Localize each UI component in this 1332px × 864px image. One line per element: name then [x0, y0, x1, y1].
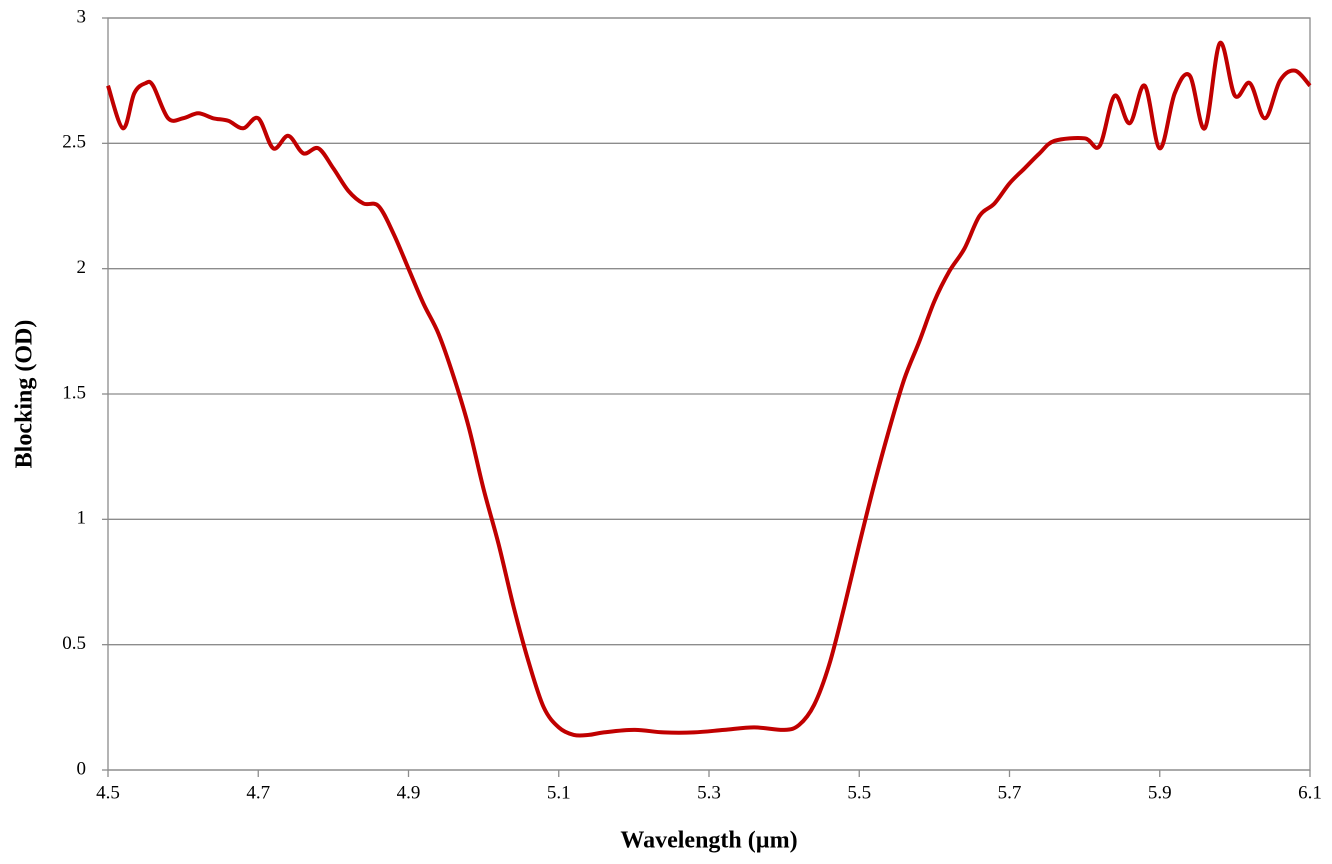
x-tick-label: 5.9 [1148, 782, 1172, 803]
x-tick-label: 5.7 [998, 782, 1022, 803]
x-tick-label: 5.1 [547, 782, 571, 803]
y-tick-label: 3 [77, 6, 87, 27]
y-tick-label: 0.5 [62, 633, 86, 654]
x-tick-label: 5.5 [847, 782, 871, 803]
y-tick-label: 2.5 [62, 132, 86, 153]
data-line [106, 41, 1312, 738]
x-axis-title: Wavelength (µm) [620, 828, 797, 854]
plot-frame [107, 17, 1311, 771]
y-tick-label: 0 [77, 758, 87, 779]
y-axis-title: Blocking (OD) [12, 320, 38, 469]
x-tick-label: 4.9 [397, 782, 421, 803]
x-tick-label: 4.7 [246, 782, 270, 803]
y-tick-label: 1.5 [62, 382, 86, 403]
y-tick-label: 2 [77, 257, 87, 278]
x-tick-label: 6.1 [1298, 782, 1322, 803]
x-tick-label: 5.3 [697, 782, 721, 803]
x-tick-label: 4.5 [96, 782, 120, 803]
y-tick-label: 1 [77, 508, 87, 529]
